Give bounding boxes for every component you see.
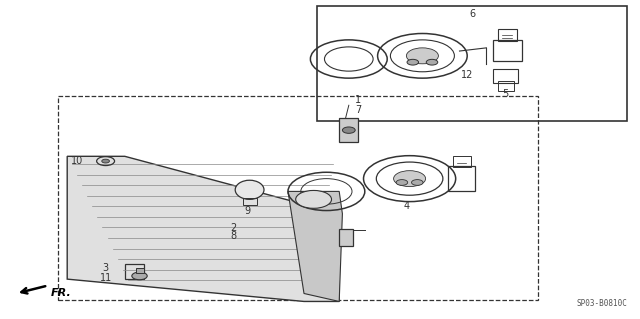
Text: 12: 12: [461, 70, 474, 80]
Circle shape: [342, 127, 355, 133]
Bar: [493, 40, 522, 61]
Bar: [339, 229, 353, 246]
Circle shape: [296, 190, 332, 208]
Bar: [243, 198, 257, 205]
Circle shape: [412, 180, 423, 185]
Text: 3: 3: [102, 263, 109, 273]
Circle shape: [132, 272, 147, 280]
Circle shape: [407, 59, 419, 65]
Bar: [448, 166, 475, 191]
Bar: [125, 264, 144, 279]
Text: SP03-B0810C: SP03-B0810C: [577, 299, 627, 308]
Bar: [493, 69, 518, 83]
Bar: [453, 156, 471, 167]
Text: 7: 7: [355, 105, 362, 115]
Circle shape: [426, 59, 438, 65]
Circle shape: [394, 171, 426, 187]
Text: 6: 6: [469, 9, 475, 19]
Text: 1: 1: [355, 95, 362, 106]
Bar: [317, 6, 627, 121]
Text: 11: 11: [99, 272, 112, 283]
Bar: [136, 268, 144, 273]
Text: 10: 10: [70, 156, 83, 166]
Bar: [339, 118, 358, 142]
Circle shape: [406, 48, 438, 64]
Bar: [498, 29, 517, 41]
Ellipse shape: [236, 180, 264, 199]
Text: 8: 8: [230, 231, 237, 241]
Text: 5: 5: [502, 89, 509, 99]
Circle shape: [102, 159, 109, 163]
Polygon shape: [288, 191, 342, 301]
Circle shape: [396, 180, 408, 185]
Text: 2: 2: [230, 223, 237, 233]
Bar: [498, 81, 514, 91]
Polygon shape: [67, 156, 339, 301]
Text: FR.: FR.: [51, 288, 72, 298]
Bar: [58, 96, 538, 300]
Text: 4: 4: [403, 201, 410, 211]
Text: 9: 9: [244, 205, 251, 216]
